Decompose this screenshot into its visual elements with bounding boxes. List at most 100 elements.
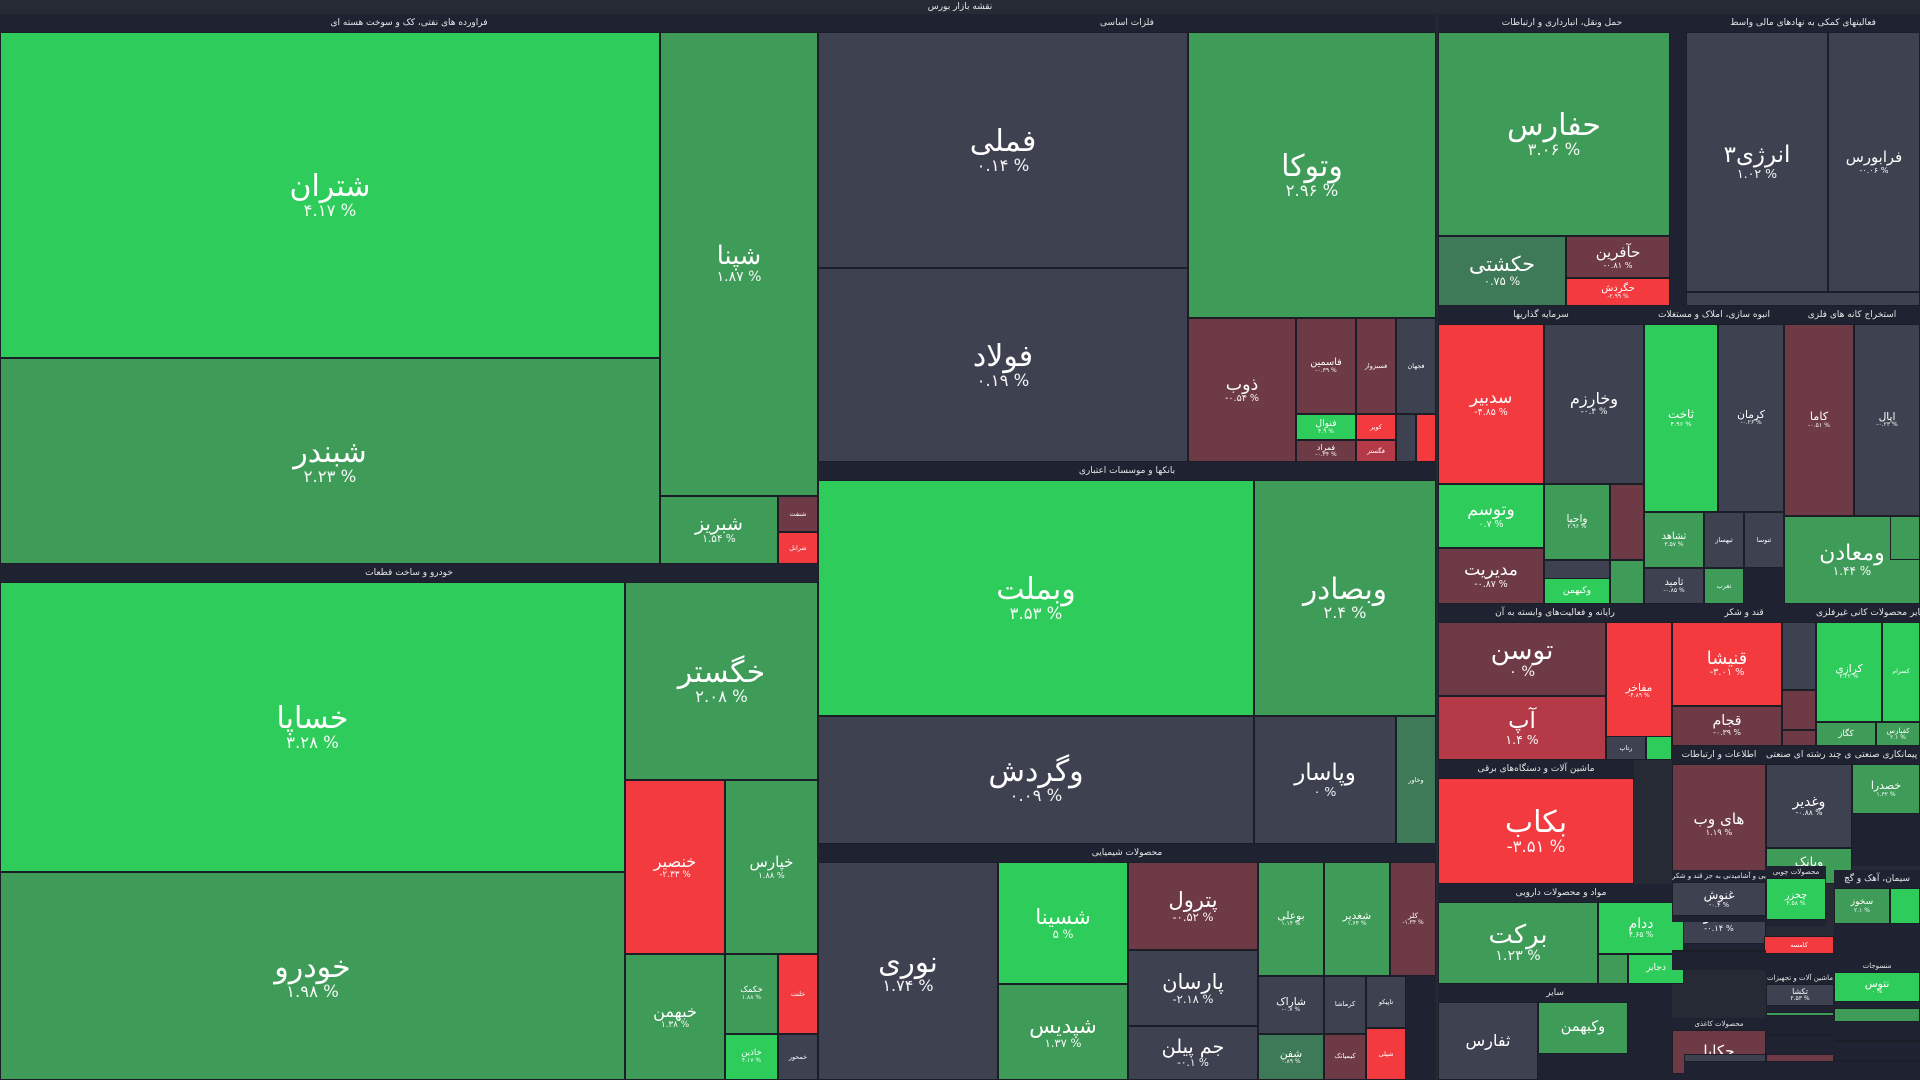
stock-tile[interactable]: آپ ۱.۴ % [1438, 696, 1606, 760]
stock-tile[interactable]: پترول -۰.۵۲ % [1128, 862, 1258, 950]
stock-tile[interactable]: شبریز ۱.۵۴ % [660, 496, 778, 564]
stock-tile[interactable]: واحیا ۲.۹۶ % [1544, 484, 1610, 560]
stock-tile[interactable]: ثشاهد ۳.۵۷ % [1644, 512, 1704, 568]
stock-tile[interactable]: کاما -۰.۵۱ % [1784, 324, 1854, 516]
stock-tile[interactable]: فسبزوار [1356, 318, 1396, 414]
stock-tile[interactable]: وخاور [1396, 716, 1436, 844]
stock-tile[interactable]: وپاسار ۰ % [1254, 716, 1396, 844]
stock-tile[interactable]: ثنوسا [1744, 512, 1784, 568]
stock-tile[interactable]: شپنا ۱.۸۷ % [660, 32, 818, 496]
stock-tile[interactable]: نوری ۱.۷۴ % [818, 862, 998, 1080]
stock-tile[interactable]: سدبیر -۴.۸۵ % [1438, 324, 1544, 484]
stock-tile[interactable] [1890, 516, 1920, 560]
stock-tile[interactable]: کگاز [1816, 722, 1876, 746]
stock-tile[interactable]: وتوکا ۲.۹۶ % [1188, 32, 1436, 318]
stock-tile[interactable]: سخوز ۲.۱ % [1834, 888, 1890, 924]
stock-tile[interactable]: خمحور [778, 1034, 818, 1080]
stock-tile[interactable]: فولاد ۰.۱۹ % [818, 268, 1188, 462]
stock-tile[interactable]: خلنت [778, 954, 818, 1034]
stock-tile[interactable]: خپارس ۱.۸۸ % [725, 780, 818, 954]
stock-tile[interactable]: وکبهمن [1538, 1002, 1628, 1054]
stock-tile[interactable]: مدیریت -۰.۸۷ % [1438, 548, 1544, 604]
stock-tile[interactable]: شرانل [778, 532, 818, 564]
stock-tile[interactable]: شپدیس ۱.۳۷ % [998, 984, 1128, 1080]
stock-tile[interactable]: کیمیاتک [1324, 1034, 1366, 1080]
stock-tile[interactable]: فمراد -۰.۳۴ % [1296, 440, 1356, 462]
stock-tile[interactable]: برکت ۱.۲۳ % [1438, 902, 1598, 984]
stock-tile[interactable]: شبندر ۲.۲۳ % [0, 358, 660, 564]
stock-tile[interactable] [1766, 1054, 1834, 1062]
stock-tile[interactable]: خودرو ۱.۹۸ % [0, 872, 625, 1080]
stock-tile[interactable]: شفن ۰.۸۹ % [1258, 1034, 1324, 1080]
stock-tile[interactable]: کفپارس ۲.۱ % [1876, 722, 1920, 746]
stock-tile[interactable] [1834, 1008, 1920, 1022]
stock-tile[interactable]: وتوسم ۰.۷ % [1438, 484, 1544, 548]
stock-tile[interactable]: شنفت [778, 496, 818, 532]
stock-tile[interactable]: شاراک -۰.۷ % [1258, 976, 1324, 1034]
stock-tile[interactable]: حکشتی ۰.۷۵ % [1438, 236, 1566, 306]
stock-tile[interactable]: شغدیر ۱.۶۴ % [1324, 862, 1390, 976]
stock-tile[interactable] [1834, 1040, 1920, 1042]
stock-tile[interactable]: فگستر [1356, 440, 1396, 462]
stock-tile[interactable]: بوعلی ۱.۱۴ % [1258, 862, 1324, 976]
stock-tile[interactable] [1598, 954, 1628, 984]
stock-tile[interactable] [1684, 1054, 1766, 1062]
stock-tile[interactable]: رتاپ [1606, 736, 1646, 760]
stock-tile[interactable]: خساپا ۳.۲۸ % [0, 582, 625, 872]
stock-tile[interactable] [1672, 950, 1766, 952]
stock-tile[interactable] [1416, 414, 1436, 462]
stock-tile[interactable]: خاذین ۴.۱۷ % [725, 1034, 778, 1080]
stock-tile[interactable]: بکاب -۳.۵۱ % [1438, 778, 1634, 884]
stock-tile[interactable]: پارسان -۲.۱۸ % [1128, 950, 1258, 1026]
stock-tile[interactable]: شپلی [1366, 1028, 1406, 1080]
stock-tile[interactable] [1782, 690, 1816, 730]
stock-tile[interactable]: شسینا ۵ % [998, 862, 1128, 984]
stock-tile[interactable]: فجهان [1396, 318, 1436, 414]
stock-tile[interactable]: جم پیلن -۰.۱ % [1128, 1026, 1258, 1080]
stock-tile[interactable]: کامسه [1764, 936, 1834, 954]
stock-tile[interactable]: وخارزم -۰.۴ % [1544, 324, 1644, 484]
stock-tile[interactable]: خگستر ۲.۰۸ % [625, 582, 818, 780]
stock-tile[interactable] [1610, 484, 1644, 560]
stock-tile[interactable]: کویر [1356, 414, 1396, 440]
stock-tile[interactable]: ثغرب [1704, 568, 1744, 604]
stock-tile[interactable]: ثاخت ۴.۹۶ % [1644, 324, 1718, 512]
stock-tile[interactable]: وغدیر -۰.۸۸ % [1766, 764, 1852, 848]
stock-tile[interactable]: کسرام [1882, 622, 1920, 722]
stock-tile[interactable]: ثفارس [1438, 1002, 1538, 1080]
stock-tile[interactable]: ثبهساز [1704, 512, 1744, 568]
stock-tile[interactable]: فاسمین -۰.۳۹ % [1296, 318, 1356, 414]
stock-tile[interactable]: خکمک ۱.۸۸ % [725, 954, 778, 1034]
stock-tile[interactable]: حفارس ۳.۰۶ % [1438, 32, 1670, 236]
stock-tile[interactable]: وبصادر ۲.۴ % [1254, 480, 1436, 716]
stock-tile[interactable]: وکبهمن [1544, 578, 1610, 604]
stock-tile[interactable]: وگردش ۰.۰۹ % [818, 716, 1254, 844]
stock-tile[interactable] [1782, 730, 1816, 746]
stock-tile[interactable]: نتوس ۰ % [1834, 972, 1920, 1002]
stock-tile[interactable]: چخزر ۴.۵۸ % [1766, 878, 1826, 920]
stock-tile[interactable] [1766, 1034, 1834, 1036]
stock-tile[interactable]: قنیشا -۳.۰۱ % [1672, 622, 1782, 706]
stock-tile[interactable]: خصدرا ۱.۳۲ % [1852, 764, 1920, 814]
stock-tile[interactable] [1610, 560, 1644, 604]
stock-tile[interactable]: شتران ۴.۱۷ % [0, 32, 660, 358]
stock-tile[interactable]: خبهمن ۱.۳۸ % [625, 954, 725, 1080]
stock-tile[interactable]: کرماشا [1324, 976, 1366, 1034]
stock-tile[interactable]: فنوال ۴.۹ % [1296, 414, 1356, 440]
stock-tile[interactable]: کرمان -۰.۲۶ % [1718, 324, 1784, 512]
stock-tile[interactable]: غنوش -۰.۴ % [1672, 882, 1766, 916]
stock-tile[interactable]: کرازی ۳.۲۲ % [1816, 622, 1882, 722]
stock-tile[interactable] [1834, 1060, 1920, 1062]
stock-tile[interactable]: قجام -۰.۳۹ % [1672, 706, 1782, 746]
stock-tile[interactable]: اپال -۰.۲۳ % [1854, 324, 1920, 516]
stock-tile[interactable]: ذوب -۰.۵۴ % [1188, 318, 1296, 462]
stock-tile[interactable]: وبملت ۳.۵۳ % [818, 480, 1254, 716]
stock-tile[interactable]: خنصیر -۲.۳۳ % [625, 780, 725, 954]
stock-tile[interactable]: های وب ۱.۱۹ % [1672, 764, 1766, 884]
stock-tile[interactable] [1890, 888, 1920, 924]
stock-tile[interactable]: حگردش -۲.۹۹ % [1566, 278, 1670, 306]
stock-tile[interactable] [1686, 292, 1920, 306]
stock-tile[interactable]: تاپیکو [1366, 976, 1406, 1028]
stock-tile[interactable]: ثامید -۰.۸۵ % [1644, 568, 1704, 604]
stock-tile[interactable]: فرابورس -۰.۰۶ % [1828, 32, 1920, 292]
